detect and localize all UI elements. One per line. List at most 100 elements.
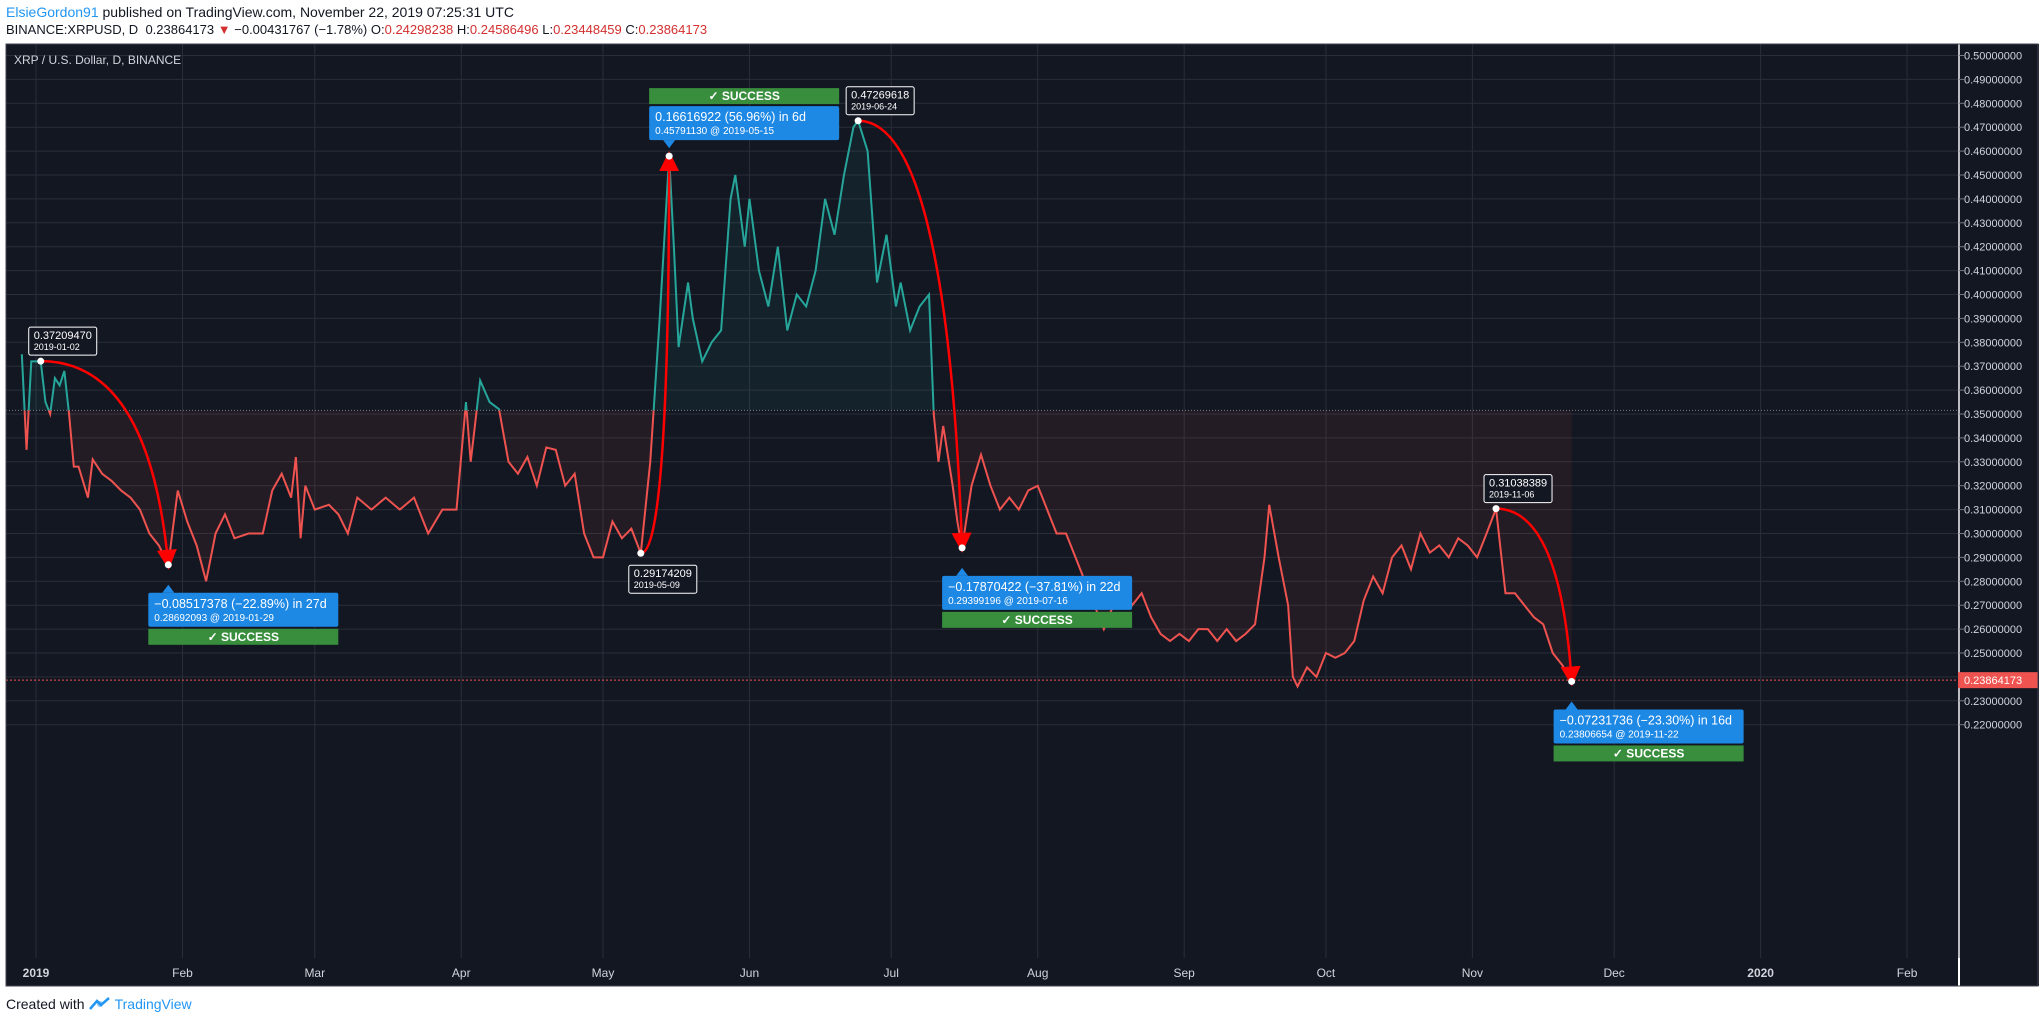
data-point <box>1216 640 1218 642</box>
data-point <box>824 198 826 200</box>
chart-title: XRP / U.S. Dollar, D, BINANCE <box>14 53 181 67</box>
data-point <box>909 329 911 331</box>
success-badge <box>649 88 840 105</box>
author-link[interactable]: ElsieGordon91 <box>6 4 99 20</box>
data-point <box>49 413 51 415</box>
peak-dot <box>37 357 45 365</box>
data-point <box>805 305 807 307</box>
data-point <box>1552 652 1554 654</box>
data-point <box>304 485 306 487</box>
move-label-detail: 0.45791130 @ 2019-05-15 <box>655 126 774 137</box>
data-point <box>1103 628 1105 630</box>
data-point <box>224 513 226 515</box>
peak-label-value: 0.31038389 <box>1489 478 1547 490</box>
data-point <box>1160 633 1162 635</box>
data-point <box>734 174 736 176</box>
data-point <box>1438 544 1440 546</box>
price-tick-label: 0.36000000 <box>1964 385 2022 397</box>
move-label-text: −0.07231736 (−23.30%) in 16d <box>1560 713 1732 727</box>
time-tick-label: Mar <box>304 966 325 980</box>
move-label-pointer <box>663 140 676 149</box>
move-arrow <box>640 151 680 555</box>
data-point <box>1008 497 1010 499</box>
last-price-badge <box>1958 672 2038 689</box>
data-point <box>78 466 80 468</box>
move-arrow <box>858 119 972 553</box>
data-point <box>101 473 103 475</box>
data-point <box>1401 544 1403 546</box>
data-point <box>1150 616 1152 618</box>
data-point <box>701 360 703 362</box>
data-point <box>347 533 349 535</box>
data-point <box>748 198 750 200</box>
time-tick-label: Feb <box>1897 966 1918 980</box>
ohlc-line: BINANCE:XRPUSD, D 0.23864173 ▼ −0.004317… <box>6 22 707 37</box>
low-label: L: <box>542 22 554 37</box>
move-label-box <box>649 106 840 141</box>
price-change: −0.00431767 (−1.78%) <box>234 22 368 37</box>
data-point <box>545 446 547 448</box>
data-point <box>1245 633 1247 635</box>
data-point <box>687 282 689 284</box>
data-point <box>385 497 387 499</box>
data-point <box>300 537 302 539</box>
data-point <box>786 329 788 331</box>
data-point <box>1382 592 1384 594</box>
data-point <box>1486 533 1488 535</box>
price-tick-label: 0.39000000 <box>1964 313 2022 325</box>
data-point <box>356 497 358 499</box>
price-tick-label: 0.50000000 <box>1964 51 2022 63</box>
peak-dot <box>854 117 862 125</box>
data-point <box>621 537 623 539</box>
data-point <box>937 461 939 463</box>
data-point <box>456 509 458 511</box>
success-badge <box>148 628 339 645</box>
data-point <box>441 509 443 511</box>
move-label-pointer <box>1565 701 1578 710</box>
peak-label-value: 0.47269618 <box>851 90 909 102</box>
peak-label-box <box>845 86 915 116</box>
data-point <box>659 317 661 319</box>
data-point <box>489 401 491 403</box>
move-label-detail: 0.28692093 @ 2019-01-29 <box>154 613 274 624</box>
data-point <box>1467 544 1469 546</box>
data-point <box>989 485 991 487</box>
open-value: 0.24298238 <box>384 22 454 37</box>
data-point <box>1419 533 1421 535</box>
peak-label-date: 2019-01-02 <box>34 342 80 352</box>
plot-layer <box>6 117 1958 689</box>
move-end-dot <box>665 152 673 160</box>
data-point <box>777 246 779 248</box>
data-point <box>1457 537 1459 539</box>
peak-label-box <box>628 564 698 594</box>
data-point <box>886 234 888 236</box>
data-point <box>470 461 472 463</box>
move-end-dot <box>958 544 966 552</box>
data-point <box>796 294 798 296</box>
success-badge-text: ✓ SUCCESS <box>1613 746 1684 760</box>
axis-corner <box>1960 958 2039 986</box>
data-point <box>281 473 283 475</box>
data-point <box>111 480 113 482</box>
price-tick-label: 0.30000000 <box>1964 529 2022 541</box>
data-point <box>413 497 415 499</box>
success-badge <box>942 611 1133 628</box>
open-label: O: <box>370 22 385 37</box>
data-point <box>673 246 675 248</box>
move-label-box <box>148 592 339 627</box>
data-point <box>1363 599 1365 601</box>
data-point <box>186 521 188 523</box>
price-tick-label: 0.28000000 <box>1964 576 2022 588</box>
data-point <box>87 497 89 499</box>
move-arrow <box>1496 507 1581 687</box>
data-point <box>1292 676 1294 678</box>
tradingview-link[interactable]: TradingView <box>114 996 192 1012</box>
data-point <box>1334 657 1336 659</box>
peak-label-value: 0.37209470 <box>34 330 92 342</box>
success-badge-text: ✓ SUCCESS <box>208 630 279 644</box>
price-tick-label: 0.27000000 <box>1964 600 2022 612</box>
data-point <box>44 401 46 403</box>
data-point <box>54 377 56 379</box>
publish-info: ElsieGordon91 published on TradingView.c… <box>6 4 514 20</box>
